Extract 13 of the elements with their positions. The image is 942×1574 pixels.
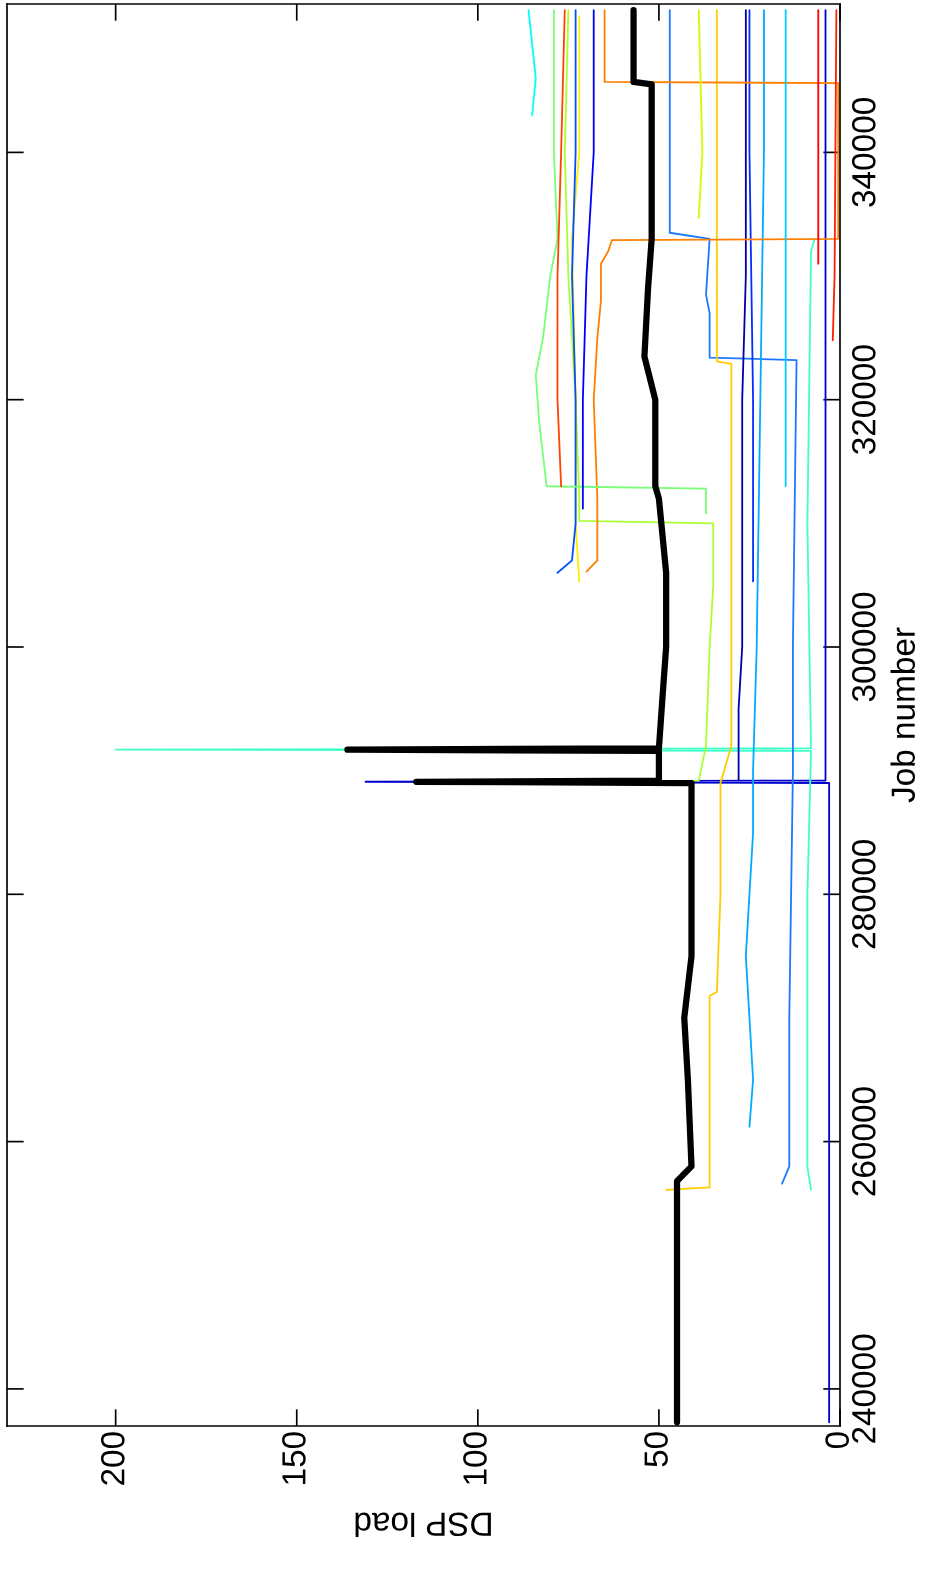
- x-axis-title: DSP load: [355, 1512, 491, 1537]
- y-tick-label: 260000: [851, 1087, 876, 1196]
- y-tick-label: 240000: [851, 1334, 876, 1443]
- x-tick-label: 200: [101, 1432, 125, 1485]
- y-tick-label: 300000: [851, 592, 876, 702]
- x-tick-label: 50: [644, 1432, 668, 1467]
- y-tick-label: 280000: [851, 839, 876, 949]
- x-tick-label: 100: [463, 1432, 487, 1484]
- x-tick-label: 150: [282, 1432, 306, 1484]
- y-tick-label: 320000: [851, 345, 876, 455]
- y-axis-title: Job number: [890, 627, 915, 803]
- x-tick-label: 0: [825, 1432, 849, 1449]
- y-tick-label: 340000: [851, 98, 876, 207]
